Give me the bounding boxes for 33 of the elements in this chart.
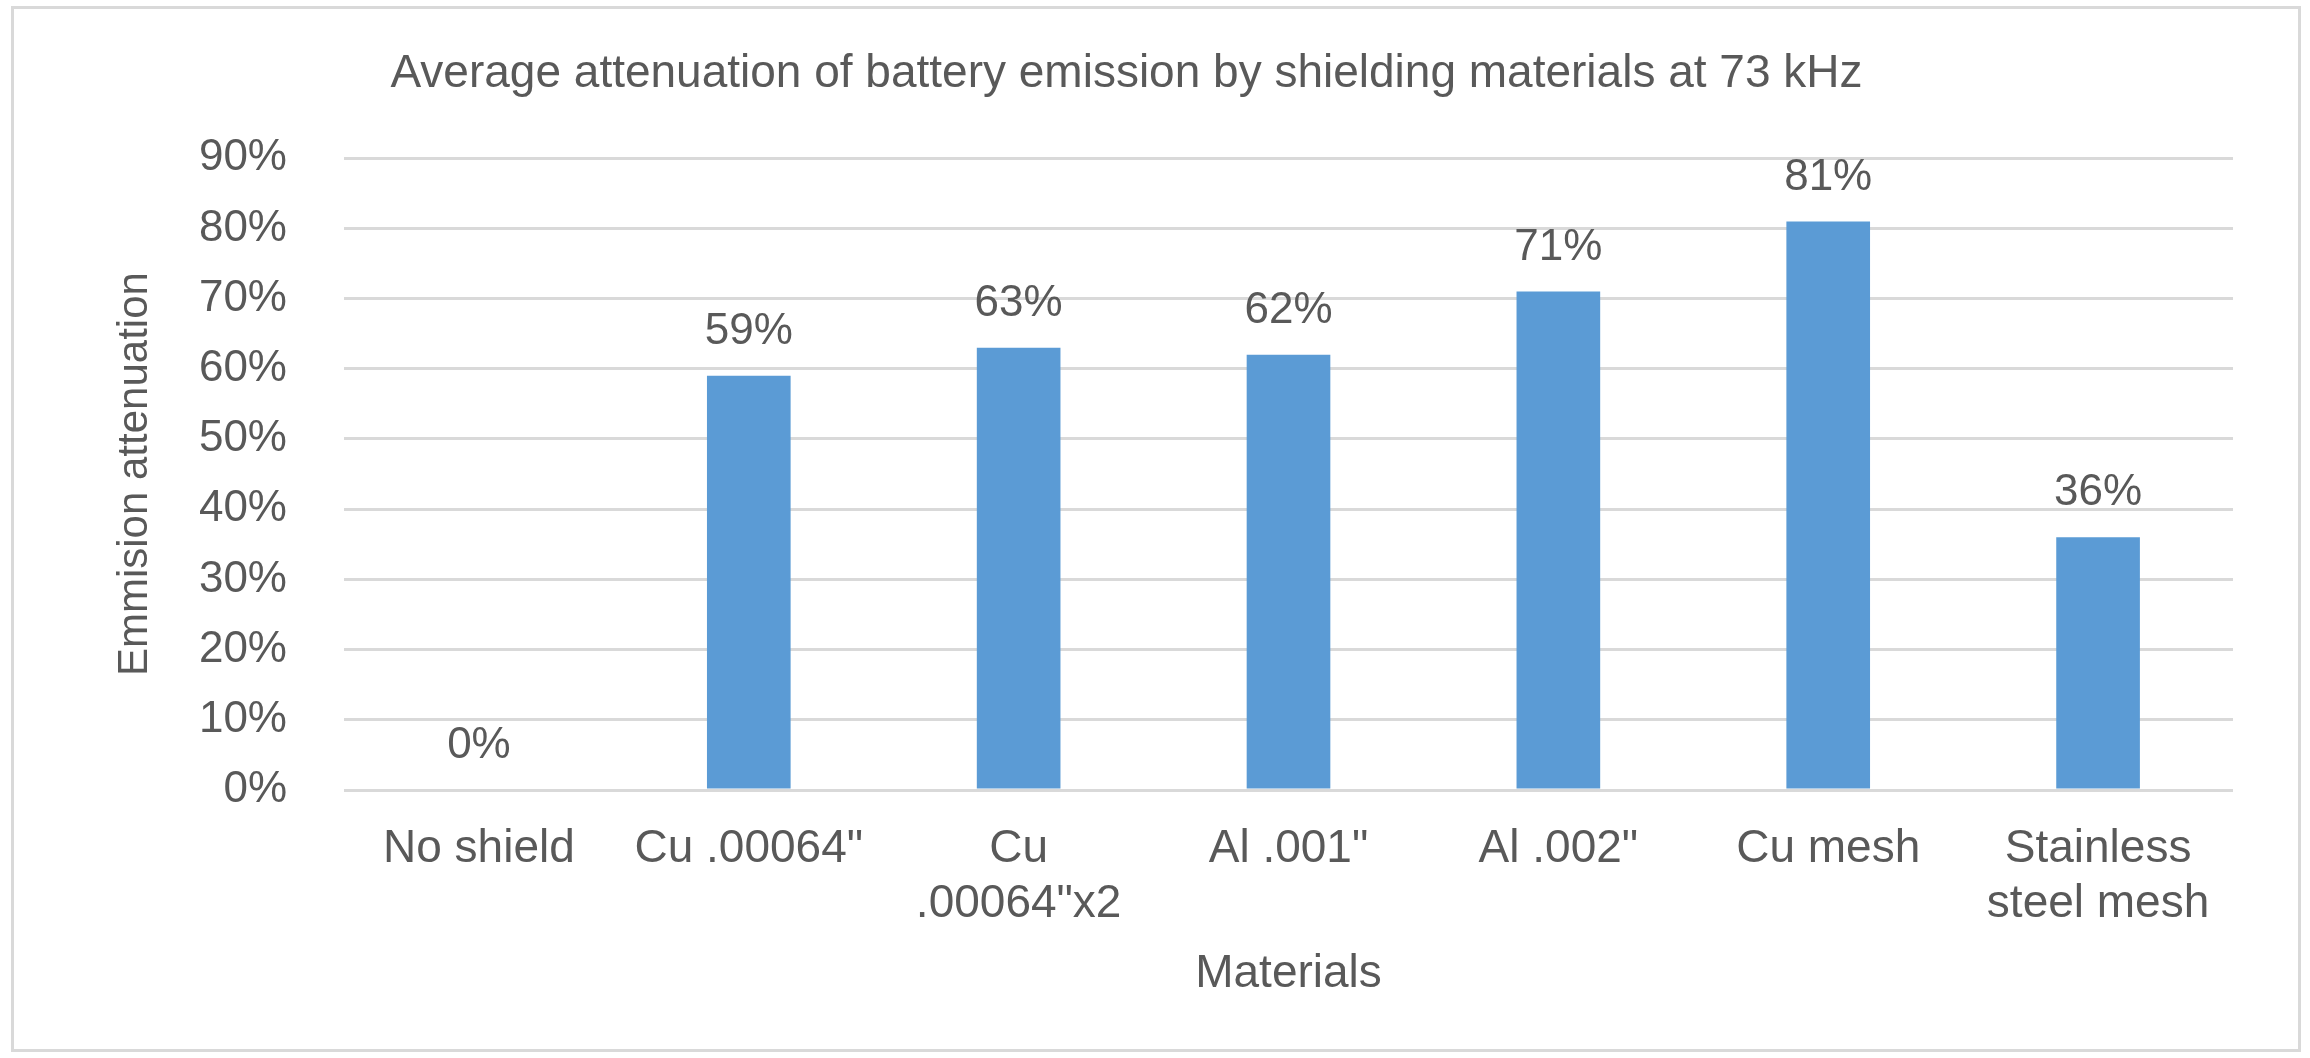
bar <box>2056 537 2140 789</box>
x-tick-label: Cu .00064" <box>634 820 864 873</box>
y-tick-label: 20% <box>198 621 287 671</box>
y-tick-label: 70% <box>198 270 287 320</box>
x-tick-label: Cu .00064"x2 <box>915 820 1122 928</box>
y-tick-label: 90% <box>198 130 287 180</box>
data-label: 63% <box>974 275 1063 325</box>
data-label: 36% <box>2054 465 2143 515</box>
y-tick-label: 30% <box>198 551 287 601</box>
y-tick-label: 50% <box>198 411 287 461</box>
data-label: 0% <box>447 718 511 768</box>
data-label: 62% <box>1244 282 1333 332</box>
bar <box>1786 221 1871 789</box>
y-tick-label: 0% <box>223 762 287 812</box>
data-label: 81% <box>1784 149 1873 199</box>
y-axis-title: Emmision attenuation <box>108 272 156 677</box>
y-tick-label: 60% <box>198 340 287 390</box>
data-label: 71% <box>1514 219 1603 269</box>
x-tick-label: Al .002" <box>1478 820 1639 873</box>
x-axis-title: Materials <box>1195 945 1382 998</box>
x-tick-label: Stainless steel mesh <box>1986 820 2210 928</box>
y-tick-label: 40% <box>198 481 287 531</box>
x-tick-label: Cu mesh <box>1736 820 1921 873</box>
x-tick-label: Al .001" <box>1208 820 1369 873</box>
bar <box>976 347 1061 789</box>
bar <box>706 375 791 789</box>
chart-title: Average attenuation of battery emission by shielding materials at 73 kHz <box>390 45 1863 98</box>
y-tick-label: 10% <box>198 691 287 741</box>
data-label: 59% <box>704 303 793 353</box>
x-tick-label: No shield <box>383 820 575 873</box>
bar <box>1246 354 1331 789</box>
bar <box>1516 291 1601 789</box>
y-tick-label: 80% <box>198 200 287 250</box>
